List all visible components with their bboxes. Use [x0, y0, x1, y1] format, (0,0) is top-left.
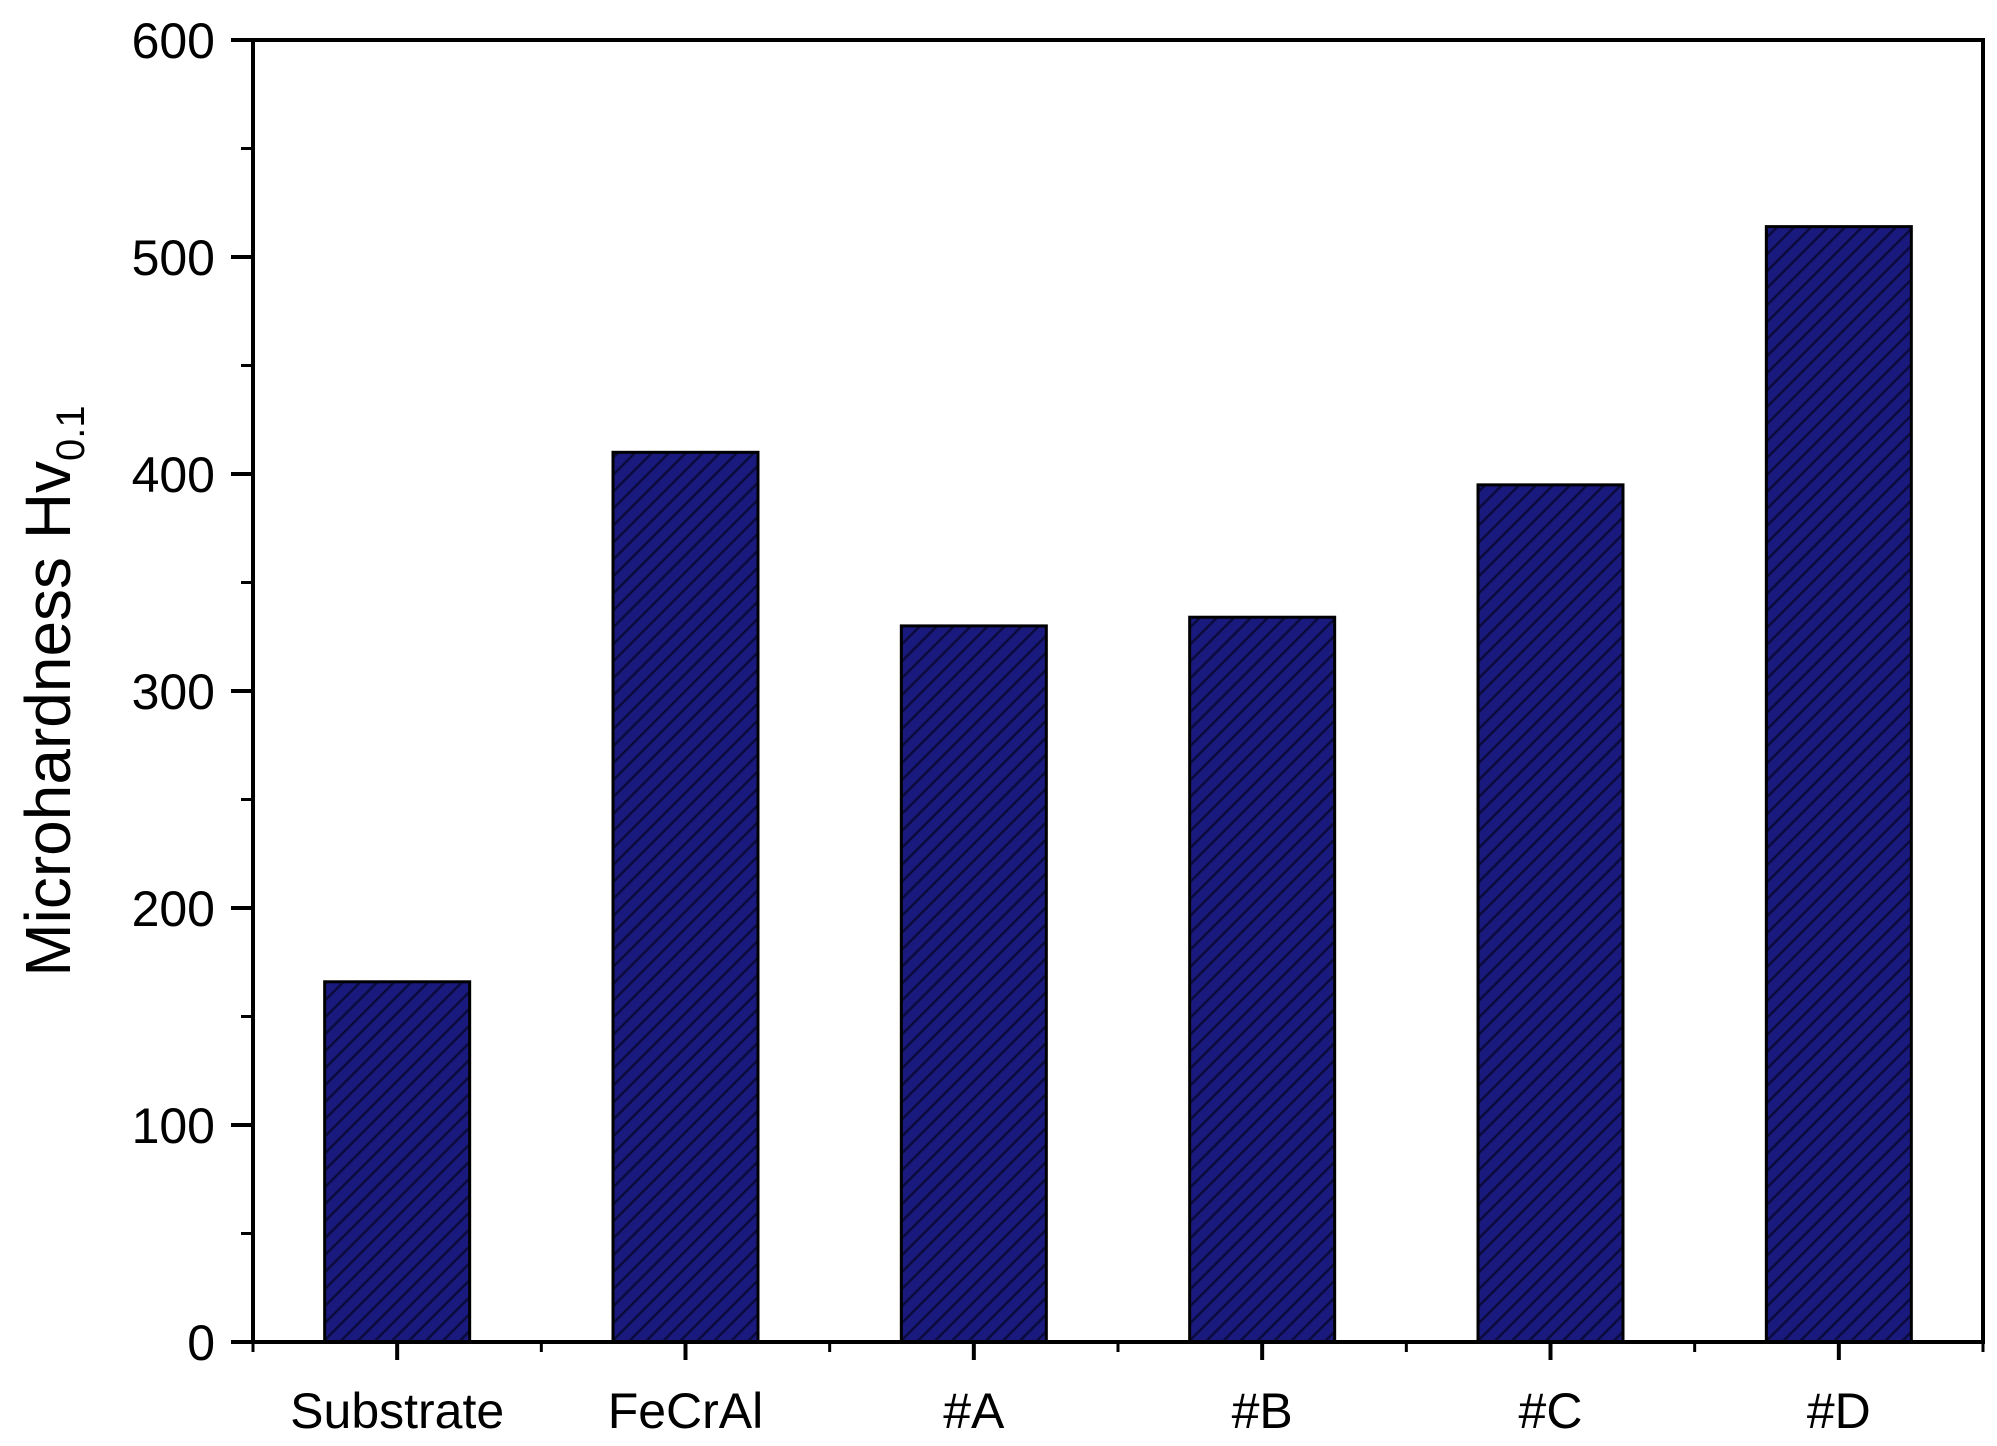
x-tick-label-1: FeCrAl: [608, 1383, 764, 1439]
bar-5: [1764, 225, 1913, 1344]
y-axis-title: Microhardness Hv0.1: [12, 405, 93, 976]
y-tick-label-6: 600: [132, 13, 215, 69]
x-tick-label-5: #D: [1807, 1383, 1871, 1439]
y-tick-label-0: 0: [187, 1315, 215, 1371]
y-axis-title-main: Microhardness Hv: [12, 461, 84, 977]
y-tick-label-4: 400: [132, 447, 215, 503]
y-axis-title-subscript: 0.1: [49, 405, 93, 461]
bars-group: [323, 225, 1913, 1344]
plot-frame: [251, 38, 1985, 1344]
y-tick-label-5: 500: [132, 230, 215, 286]
y-axis: 0 100 200 300 400 500 600: [132, 13, 253, 1371]
x-tick-label-0: Substrate: [290, 1383, 504, 1439]
x-tick-label-3: #B: [1232, 1383, 1293, 1439]
y-tick-label-1: 100: [132, 1098, 215, 1154]
y-tick-label-3: 300: [132, 664, 215, 720]
bar-3: [1188, 615, 1337, 1344]
y-tick-label-2: 200: [132, 881, 215, 937]
x-tick-label-2: #A: [943, 1383, 1005, 1439]
x-axis: Substrate FeCrAl #A #B #C #D: [251, 1342, 1985, 1439]
x-tick-label-4: #C: [1519, 1383, 1583, 1439]
bar-1: [611, 450, 760, 1344]
bar-0: [323, 980, 472, 1344]
bar-4: [1476, 483, 1625, 1344]
bar-2: [899, 624, 1048, 1344]
